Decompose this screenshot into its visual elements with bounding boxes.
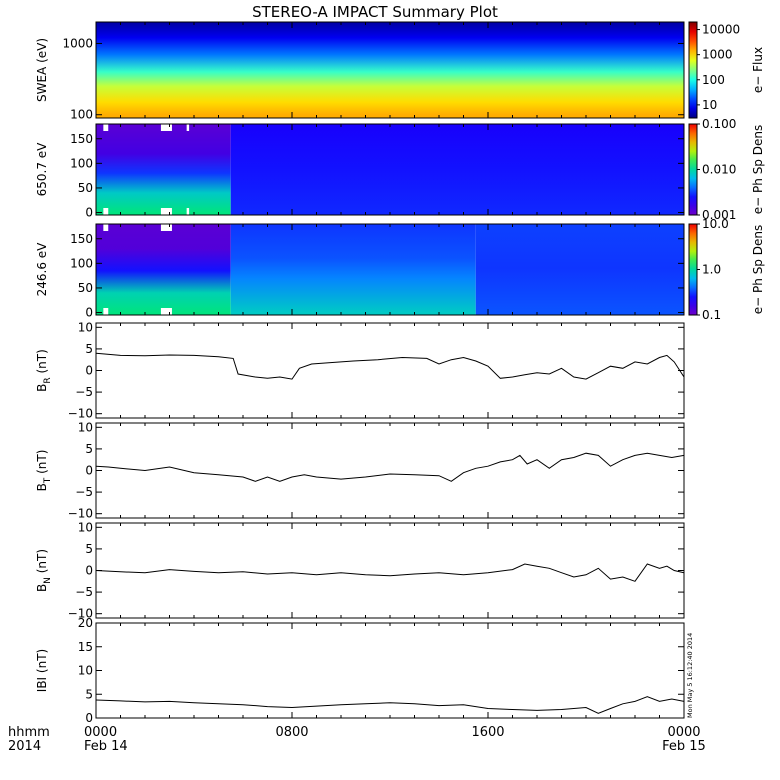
x-row-label-hhmm: hhmm bbox=[8, 725, 50, 740]
data-gap bbox=[103, 208, 109, 215]
y-tick-label: 50 bbox=[78, 181, 93, 195]
y-axis-label: BR (nT) bbox=[35, 349, 53, 392]
y-tick-label: 1000 bbox=[62, 36, 93, 50]
y-tick-label: 0 bbox=[85, 564, 93, 578]
data-gap bbox=[103, 124, 109, 131]
y-tick-label: 20 bbox=[78, 616, 93, 630]
colorbar-label: e− Ph Sp Dens bbox=[751, 125, 765, 214]
heatmap-segment bbox=[96, 124, 231, 215]
y-tick-label: −5 bbox=[75, 585, 93, 599]
colorbar-tick-label: 10 bbox=[702, 98, 717, 112]
y-tick-label: 100 bbox=[70, 156, 93, 170]
y-axis-label: 650.7 eV bbox=[35, 142, 49, 197]
y-axis-label: SWEA (eV) bbox=[35, 38, 49, 102]
heatmap-segment bbox=[230, 224, 476, 315]
data-gap bbox=[103, 224, 109, 231]
field-trace bbox=[95, 452, 685, 482]
colorbar-tick-label: 10000 bbox=[702, 23, 740, 37]
data-gap bbox=[160, 224, 172, 231]
colorbar bbox=[688, 223, 698, 316]
panel-2: 0.100 0.010 0.001 e− Ph Sp Dens 150 100 50 0 650… bbox=[35, 117, 765, 222]
panel-3: 10.0 1.0 0.1 e− Ph Sp Dens 150 100 50 0 246.6 eV bbox=[35, 217, 765, 322]
data-gap bbox=[160, 124, 172, 131]
generation-stamp: Mon May 5 16:12:40 2014 bbox=[686, 633, 694, 718]
panel-5: 10 5 0 −5 −10 BT (nT) bbox=[35, 420, 685, 521]
panel-frame bbox=[95, 622, 685, 719]
y-tick-label: −10 bbox=[68, 607, 93, 621]
panel-1: 10000 1000 100 10 e− Flux 1000 100 SWEA (eV) bbox=[35, 21, 765, 122]
x-tick-label: 0800 bbox=[275, 725, 308, 740]
y-tick-label: 10 bbox=[78, 420, 93, 434]
y-tick-label: 150 bbox=[70, 232, 93, 246]
field-trace bbox=[95, 352, 685, 380]
y-tick-label: −5 bbox=[75, 385, 93, 399]
x-date-label-end: Feb 15 bbox=[662, 739, 706, 754]
data-gap bbox=[160, 208, 172, 215]
data-gap bbox=[186, 208, 190, 215]
y-tick-label: 5 bbox=[85, 687, 93, 701]
y-axis-label: BT (nT) bbox=[35, 450, 53, 492]
y-tick-label: 0 bbox=[85, 364, 93, 378]
colorbar-tick-label: 10.0 bbox=[702, 217, 729, 231]
plot-title: STEREO-A IMPACT Summary Plot bbox=[252, 3, 498, 21]
colorbar-tick-label: 0.100 bbox=[702, 117, 736, 131]
y-tick-label: 150 bbox=[70, 132, 93, 146]
colorbar-tick-label: 1.0 bbox=[702, 263, 721, 277]
y-axis-label: BN (nT) bbox=[35, 549, 53, 592]
panel-7: 20 15 10 5 0 IBI (nT) bbox=[35, 616, 685, 725]
y-tick-label: 10 bbox=[78, 520, 93, 534]
x-tick-label: 0000 bbox=[84, 725, 117, 740]
data-gap bbox=[103, 308, 109, 315]
y-axis-label: 246.6 eV bbox=[35, 242, 49, 297]
colorbar-label: e− Ph Sp Dens bbox=[751, 225, 765, 314]
heatmap-fill bbox=[96, 22, 684, 118]
y-tick-label: 10 bbox=[78, 664, 93, 678]
y-tick-label: 100 bbox=[70, 108, 93, 122]
y-tick-label: 5 bbox=[85, 542, 93, 556]
y-tick-label: 0 bbox=[85, 711, 93, 725]
panel-6: 10 5 0 −5 −10 BN (nT) bbox=[35, 520, 685, 621]
colorbar bbox=[688, 21, 698, 119]
y-tick-label: −5 bbox=[75, 485, 93, 499]
y-tick-label: −10 bbox=[68, 507, 93, 521]
x-row-label-year: 2014 bbox=[8, 739, 41, 754]
y-tick-label: 5 bbox=[85, 442, 93, 456]
panel-4: 10 5 0 −5 −10 BR (nT) bbox=[35, 320, 685, 421]
x-tick-label: 0000 bbox=[667, 725, 700, 740]
y-tick-label: 50 bbox=[78, 281, 93, 295]
x-date-label-start: Feb 14 bbox=[84, 739, 128, 754]
colorbar bbox=[688, 123, 698, 216]
colorbar-tick-label: 1000 bbox=[702, 48, 733, 62]
colorbar-tick-label: 0.1 bbox=[702, 308, 721, 322]
y-tick-label: 0 bbox=[85, 464, 93, 478]
y-tick-label: 5 bbox=[85, 342, 93, 356]
y-tick-label: 0 bbox=[85, 206, 93, 220]
field-trace bbox=[95, 563, 685, 582]
y-tick-label: 10 bbox=[78, 320, 93, 334]
colorbar-tick-label: 0.001 bbox=[702, 208, 736, 222]
colorbar-tick-label: 100 bbox=[702, 73, 725, 87]
x-tick-label: 1600 bbox=[471, 725, 504, 740]
data-gap bbox=[186, 124, 190, 131]
y-tick-label: 100 bbox=[70, 256, 93, 270]
heatmap-segment bbox=[230, 124, 684, 215]
colorbar-tick-label: 0.010 bbox=[702, 163, 736, 177]
heatmap-segment bbox=[96, 224, 231, 315]
y-tick-label: −10 bbox=[68, 407, 93, 421]
colorbar-label: e− Flux bbox=[751, 47, 765, 93]
x-axis: hhmm 2014 Feb 14 Feb 15 0000 0800 1600 0000 bbox=[8, 725, 706, 754]
y-axis-label: IBI (nT) bbox=[35, 649, 49, 692]
field-trace bbox=[95, 696, 685, 714]
panel-frame bbox=[95, 322, 685, 419]
data-gap bbox=[160, 308, 172, 315]
y-tick-label: 0 bbox=[85, 306, 93, 320]
heatmap-segment bbox=[475, 224, 684, 315]
y-tick-label: 15 bbox=[78, 640, 93, 654]
